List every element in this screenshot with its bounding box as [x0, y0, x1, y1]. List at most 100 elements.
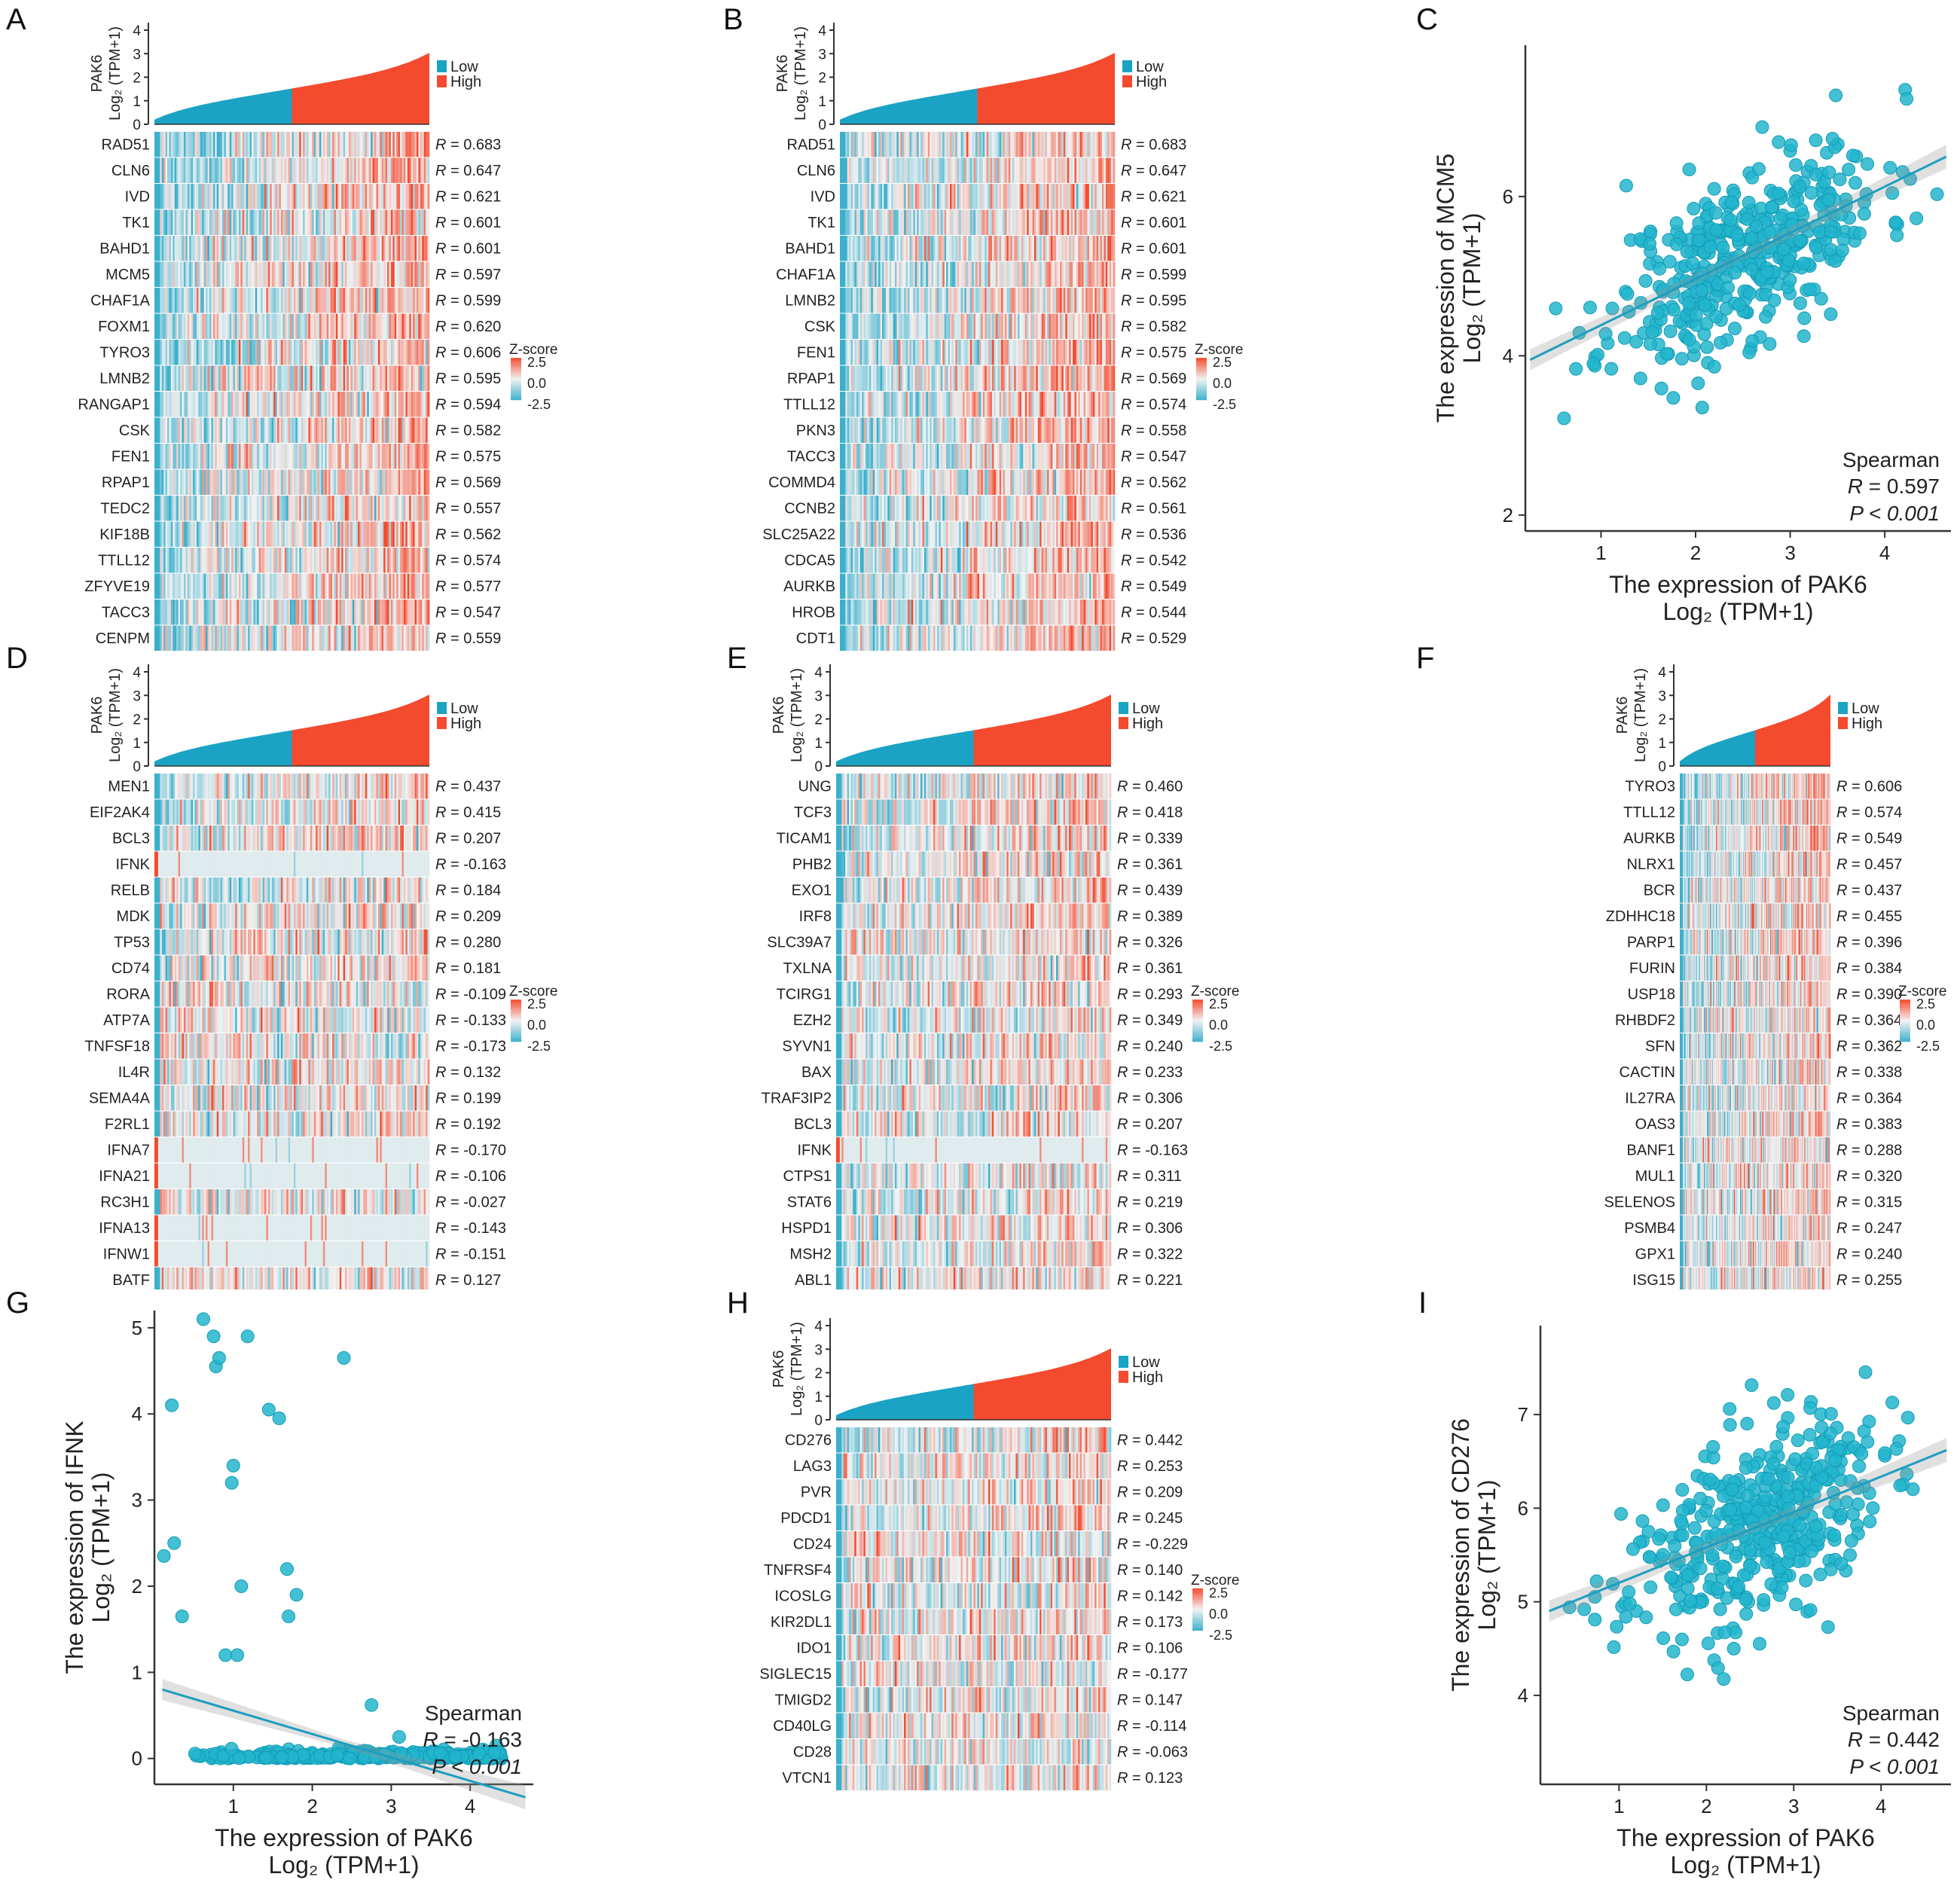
heatmap-cell — [240, 236, 243, 261]
heatmap-cell — [293, 132, 296, 157]
heatmap-cell — [1079, 209, 1082, 235]
heatmap-cell — [308, 573, 311, 599]
heatmap-cell — [178, 521, 181, 547]
heatmap-cell — [203, 288, 206, 313]
heatmap-cell — [343, 444, 346, 469]
heatmap-cell — [400, 417, 402, 443]
heatmap-cell — [293, 548, 296, 573]
heatmap-cell — [986, 288, 989, 313]
heatmap-cell — [872, 157, 875, 183]
heatmap-cell — [939, 209, 942, 235]
heatmap-cell — [211, 496, 214, 521]
heatmap-cell — [240, 365, 243, 391]
heatmap-cell — [385, 209, 388, 235]
heatmap-cell — [203, 573, 206, 599]
heatmap-cell — [255, 157, 258, 183]
heatmap-cell — [374, 184, 377, 209]
heatmap-cell — [407, 236, 410, 261]
heatmap-cell — [354, 444, 356, 469]
heatmap-cell — [261, 157, 263, 183]
heatmap-cell — [271, 261, 274, 287]
heatmap-cell — [922, 288, 925, 313]
heatmap-cell — [321, 600, 324, 625]
heatmap-cell — [206, 184, 208, 209]
heatmap-cell — [988, 184, 991, 209]
heatmap-cell — [258, 313, 261, 339]
heatmap-cell — [178, 365, 181, 391]
heatmap-cell — [1078, 288, 1081, 313]
heatmap-cell — [246, 313, 249, 339]
heatmap-cell — [280, 209, 283, 235]
heatmap-cell — [914, 417, 917, 443]
heatmap-cell — [165, 184, 168, 209]
heatmap-cell — [427, 417, 430, 443]
heatmap-cell — [169, 548, 172, 573]
heatmap-cell — [273, 625, 276, 651]
heatmap-cell — [339, 392, 342, 417]
heatmap-cell — [280, 340, 283, 365]
heatmap-cell — [180, 548, 182, 573]
zscore-gradient-step — [511, 363, 521, 365]
heatmap-cell — [884, 313, 887, 339]
heatmap-cell — [163, 469, 166, 495]
heatmap-cell — [233, 521, 236, 547]
heatmap-cell — [1076, 184, 1079, 209]
heatmap-cell — [1012, 132, 1015, 157]
heatmap-cell — [347, 469, 350, 495]
heatmap-cell — [218, 313, 221, 339]
heatmap-cell — [339, 496, 342, 521]
heatmap-cell — [416, 313, 419, 339]
heatmap-cell — [978, 209, 982, 235]
heatmap-cell — [273, 157, 276, 183]
heatmap-cell — [308, 340, 311, 365]
heatmap-cell — [325, 600, 328, 625]
heatmap-cell — [377, 417, 380, 443]
heatmap-cell — [905, 184, 908, 209]
heatmap-cell — [396, 521, 398, 547]
heatmap-cell — [169, 573, 172, 599]
heatmap-cell — [352, 236, 355, 261]
heatmap-cell — [869, 365, 872, 391]
heatmap-cell — [317, 313, 320, 339]
heatmap-cell — [854, 288, 857, 313]
heatmap-cell — [376, 313, 379, 339]
heatmap-cell — [242, 496, 245, 521]
heatmap-cell — [288, 365, 291, 391]
heatmap-cell — [203, 417, 206, 443]
heatmap-cell — [286, 132, 289, 157]
correlation-label: R = 0.575 — [1121, 344, 1186, 361]
heatmap-cell — [891, 288, 893, 313]
heatmap-cell — [859, 184, 862, 209]
heatmap-cell — [1040, 313, 1042, 339]
zscore-gradient-step — [511, 377, 521, 378]
heatmap-cell — [313, 261, 316, 287]
heatmap-cell — [858, 261, 861, 287]
heatmap-cell — [1098, 365, 1101, 391]
heatmap-row — [154, 157, 430, 183]
heatmap-cell — [869, 392, 872, 417]
heatmap-cell — [889, 365, 892, 391]
heatmap-cell — [182, 573, 185, 599]
heatmap-cell — [975, 157, 978, 183]
heatmap-cell — [312, 288, 314, 313]
heatmap-cell — [218, 209, 221, 235]
heatmap-cell — [955, 313, 958, 339]
heatmap-cell — [1021, 261, 1024, 287]
heatmap-cell — [322, 600, 325, 625]
heatmap-cell — [880, 288, 883, 313]
heatmap-row — [840, 392, 1116, 417]
heatmap-cell — [182, 548, 185, 573]
heatmap-cell — [885, 392, 888, 417]
heatmap-cell — [372, 444, 375, 469]
heatmap-cell — [1014, 417, 1016, 443]
heatmap-cell — [960, 261, 963, 287]
heatmap-cell — [167, 132, 169, 157]
heatmap-cell — [233, 313, 236, 339]
heatmap-cell — [352, 444, 355, 469]
heatmap-cell — [347, 392, 350, 417]
heatmap-cell — [1074, 365, 1077, 391]
heatmap-cell — [414, 288, 417, 313]
heatmap-cell — [942, 184, 945, 209]
heatmap-cell — [1028, 132, 1031, 157]
heatmap-cell — [999, 288, 1002, 313]
